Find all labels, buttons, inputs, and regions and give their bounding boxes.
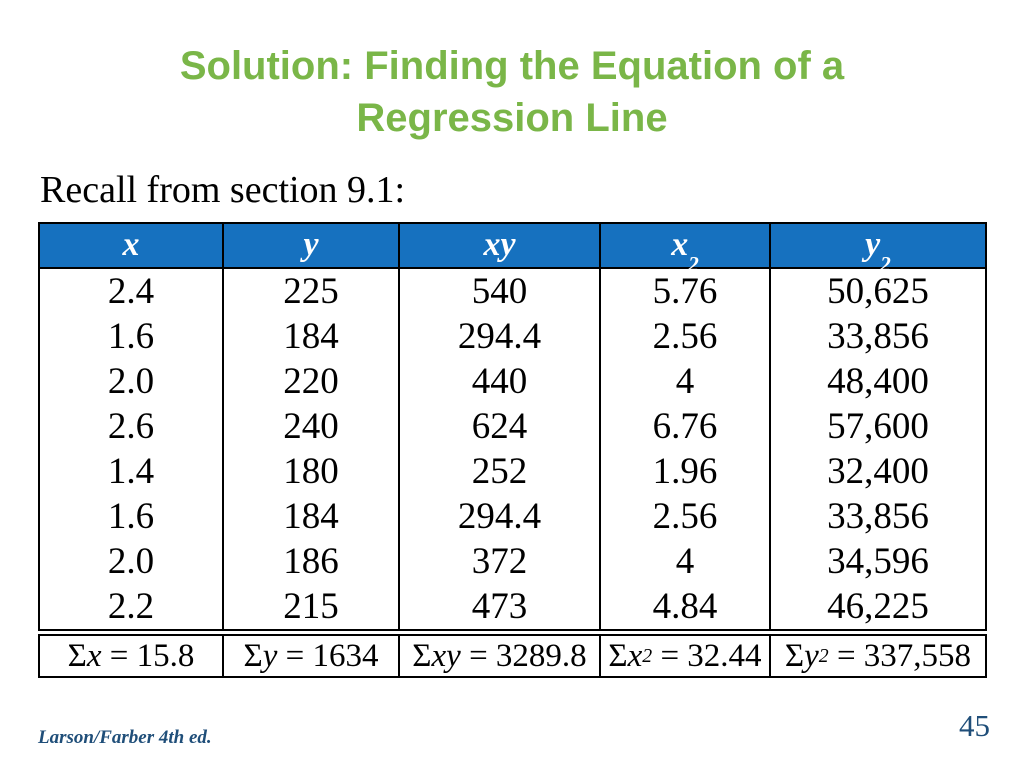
table-cell: 1.6: [40, 494, 224, 539]
table-cell: 46,225: [827, 586, 929, 627]
table-cell: 540: [400, 269, 601, 314]
header-cell-x: x: [40, 224, 224, 269]
table-cell: 1.96: [601, 449, 771, 494]
table-cell: 294.4: [400, 494, 601, 539]
table-cell: 2.2: [40, 584, 224, 629]
table-cell: 184: [224, 494, 400, 539]
table-cell: 34,596: [827, 541, 929, 582]
slide-title: Solution: Finding the Equation of a Regr…: [0, 40, 1024, 144]
table-cell: 33,856: [827, 316, 929, 357]
table-cell: 252: [400, 449, 601, 494]
table-cell: 180: [224, 449, 400, 494]
table-cell: 57,600: [827, 406, 929, 447]
header-label: x: [122, 226, 140, 263]
header-label: y: [865, 226, 881, 263]
table-cell: 440: [400, 359, 601, 404]
table-cell: 184: [224, 314, 400, 359]
table-cell: 220: [224, 359, 400, 404]
table-cell: 2.0: [40, 359, 224, 404]
title-line-1: Solution: Finding the Equation of a: [179, 44, 845, 88]
table-cell: 4: [601, 539, 771, 584]
table-cell: 215: [224, 584, 400, 629]
table-body: 2.4 225 540 5.76 50,625 1.6 184 294.4 2.…: [40, 269, 985, 629]
header-label: x: [671, 226, 689, 263]
header-label: xy: [483, 226, 516, 263]
sum-variable: y: [804, 637, 819, 674]
table-cell: 1.4: [40, 449, 224, 494]
table-cell: 2.0: [40, 539, 224, 584]
table-cell: 6.76: [601, 404, 771, 449]
header-cell-xy: xy: [400, 224, 601, 269]
footer-credit: Larson/Farber 4th ed.: [38, 727, 212, 748]
sum-value: = 3289.8: [460, 637, 587, 674]
table-cell: 4: [601, 359, 771, 404]
sigma-symbol: Σ: [243, 637, 263, 674]
sigma-symbol: Σ: [608, 637, 628, 674]
sigma-symbol: Σ: [784, 637, 805, 674]
table-cell: 624: [400, 404, 601, 449]
table-cell: 2.56: [601, 494, 771, 539]
table-cell: 2.6: [40, 404, 224, 449]
header-label: y: [303, 226, 319, 263]
table-cell: 240: [224, 404, 400, 449]
table-cell: 2.4: [40, 269, 224, 314]
table-cell: 2.56: [601, 314, 771, 359]
table-cell: 1.6: [40, 314, 224, 359]
sigma-symbol: Σ: [67, 637, 87, 674]
table-cell: 48,400: [827, 361, 929, 402]
sum-variable: xy: [431, 637, 461, 674]
table-cell: 4.84: [601, 584, 771, 629]
table-cell: 5.76: [601, 269, 771, 314]
table-cell: 225: [224, 269, 400, 314]
table-cell: 50,625: [827, 271, 929, 312]
header-cell-y: y: [224, 224, 400, 269]
sum-value: = 15.8: [101, 637, 195, 674]
table-cell: 33,856: [827, 496, 929, 537]
table-cell: 372: [400, 539, 601, 584]
sum-value: = 1634: [277, 637, 379, 674]
subtitle-text: Recall from section 9.1:: [40, 169, 406, 211]
sigma-symbol: Σ: [412, 637, 432, 674]
sum-value: = 32.44: [652, 637, 762, 674]
sum-variable: x: [86, 637, 102, 674]
sum-variable: y: [262, 637, 278, 674]
table-cell: 32,400: [827, 451, 929, 492]
sum-variable: x: [627, 637, 643, 674]
page-number: 45: [959, 708, 990, 743]
title-line-2: Regression Line: [356, 96, 668, 140]
table-cell: 186: [224, 539, 400, 584]
table-cell: 294.4: [400, 314, 601, 359]
sum-value: = 337,558: [828, 637, 972, 674]
table-cell: 473: [400, 584, 601, 629]
